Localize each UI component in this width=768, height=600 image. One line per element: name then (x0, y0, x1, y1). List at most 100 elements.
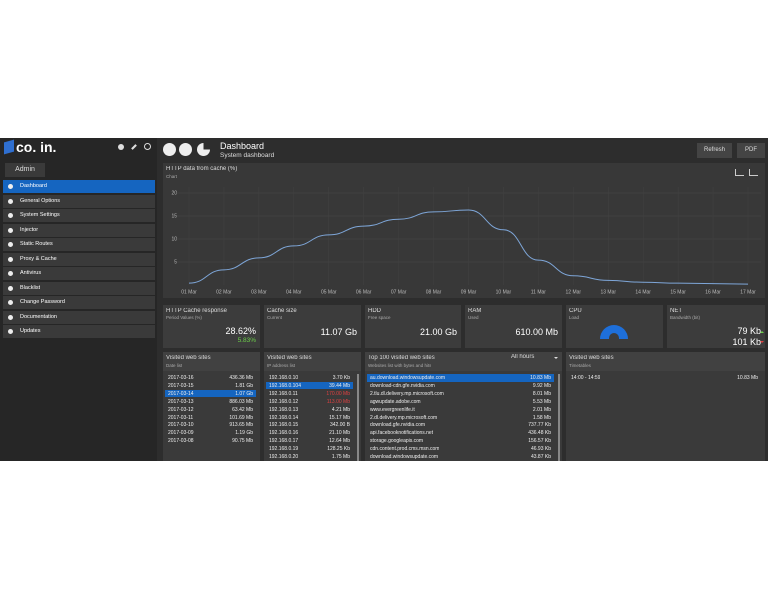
row-value[interactable]: 913.65 Mb (229, 422, 253, 429)
menu-item[interactable] (3, 252, 155, 266)
row-value[interactable]: 4.21 Mb (331, 406, 350, 413)
row-label[interactable]: download.gfe.nvidia.com (370, 422, 426, 429)
menu-label[interactable]: System Settings (20, 212, 60, 218)
row-label[interactable]: 2017-03-09 (168, 430, 194, 437)
row-label[interactable]: 2017-03-11 (168, 414, 194, 421)
tile-title: CPU (569, 308, 582, 314)
row-value[interactable]: 43.87 Kb (530, 454, 551, 460)
row-value[interactable]: 8.01 Mb (532, 390, 551, 397)
row-label[interactable]: 2017-03-08 (168, 438, 194, 445)
row-label[interactable]: api.facebooknotifications.net (370, 430, 434, 437)
row-label[interactable]: 192.168.0.16 (269, 430, 299, 437)
row-value[interactable]: 342.00 B (329, 422, 350, 429)
row-value[interactable]: 128.25 Kb (327, 446, 350, 453)
row-label[interactable]: 2017-03-12 (168, 406, 194, 413)
row-label[interactable]: 192.168.0.13 (269, 406, 299, 413)
row-label[interactable]: cdn.content.prod.cms.msn.com (370, 446, 440, 453)
row-value[interactable]: 10.83 Mb (737, 375, 758, 381)
area-chart-icon[interactable] (749, 169, 758, 176)
row-value[interactable]: 170.00 Mb (326, 390, 350, 397)
row-value[interactable]: 46.93 Kb (530, 446, 551, 453)
row-label[interactable]: 192.168.0.14 (269, 414, 299, 421)
menu-label[interactable]: Updates (20, 328, 41, 334)
line-chart-icon[interactable] (735, 169, 744, 176)
menu-label[interactable]: Documentation (20, 313, 57, 320)
row-label[interactable]: agwupdate.adobe.com (370, 398, 421, 405)
page-subtitle: System dashboard (220, 152, 275, 159)
menu-label[interactable]: Dashboard (20, 183, 47, 189)
menu-label[interactable]: Injector (20, 226, 39, 233)
row-label[interactable]: 2017-03-15 (168, 382, 194, 389)
menu-label[interactable]: Blacklist (20, 284, 41, 291)
row-value[interactable]: 12.64 Mb (329, 438, 350, 445)
menu-item[interactable] (3, 310, 155, 324)
refresh-button[interactable]: Refresh (697, 143, 732, 158)
menu-item[interactable] (3, 223, 155, 237)
row-value[interactable]: 1.58 Mb (532, 414, 551, 421)
menu-label[interactable]: General Options (20, 197, 61, 204)
row-label[interactable]: 192.168.0.20 (269, 454, 299, 460)
row-label[interactable]: 192.168.0.17 (269, 438, 299, 445)
back-button[interactable] (163, 143, 176, 156)
row-value[interactable]: 1.81 Gb (235, 382, 253, 389)
filter-dropdown[interactable]: All hours (511, 354, 535, 360)
row-label[interactable]: 14:00 - 14:59 (571, 375, 601, 381)
row-label[interactable]: 192.168.0.104 (269, 382, 301, 389)
row-value[interactable]: 737.77 Kb (528, 422, 551, 429)
row-label[interactable]: 192.168.0.12 (269, 398, 299, 405)
row-value[interactable]: 113.00 Mb (326, 398, 350, 405)
row-label[interactable]: storage.googleapis.com (370, 438, 424, 445)
row-label[interactable]: www.evergreenlife.it (370, 406, 415, 413)
info-icon[interactable] (118, 144, 124, 150)
row-label[interactable]: 192.168.0.10 (269, 375, 299, 381)
row-label[interactable]: download.windowsupdate.com (370, 454, 439, 460)
row-label[interactable]: 2017-03-10 (168, 422, 194, 429)
row-label[interactable]: 2017-03-14 (168, 390, 194, 397)
row-label[interactable]: 192.168.0.19 (269, 446, 299, 453)
menu-label[interactable]: Antivirus (20, 270, 42, 276)
row-label[interactable]: 192.168.0.15 (269, 422, 299, 429)
row-value[interactable]: 436.36 Mb (229, 375, 253, 381)
pdf-button[interactable]: PDF (737, 143, 765, 158)
row-label[interactable]: 192.168.0.11 (269, 390, 298, 397)
menu-label[interactable]: Proxy & Cache (20, 255, 57, 262)
admin-tab[interactable]: Admin (5, 163, 45, 177)
row-value[interactable]: 1.07 Gb (235, 390, 253, 397)
menu-item[interactable] (3, 281, 155, 295)
menu-item[interactable] (3, 267, 155, 280)
menu-item[interactable] (3, 194, 155, 208)
row-value[interactable]: 1.19 Gb (235, 430, 253, 437)
row-value[interactable]: 90.75 Mb (232, 438, 253, 445)
row-value[interactable]: 2.01 Mb (532, 406, 551, 413)
chart-panel (163, 163, 765, 298)
row-value[interactable]: 63.42 Mb (232, 406, 253, 413)
menu-item[interactable] (3, 209, 155, 222)
row-value[interactable]: 9.92 Mb (532, 382, 551, 389)
row-value[interactable]: 21.10 Mb (329, 430, 350, 437)
menu-icon (8, 300, 13, 305)
menu-item[interactable] (3, 180, 155, 193)
row-value[interactable]: 1.75 Mb (331, 454, 350, 460)
row-value[interactable]: 5.53 Mb (532, 398, 551, 405)
row-value[interactable]: 39.44 Mb (329, 382, 350, 389)
row-value[interactable]: 156.57 Kb (528, 438, 551, 445)
menu-item[interactable] (3, 325, 155, 338)
menu-item[interactable] (3, 296, 155, 309)
menu-item[interactable] (3, 238, 155, 251)
row-label[interactable]: au.download.windowsupdate.com (370, 375, 446, 381)
row-value[interactable]: 15.17 Mb (329, 414, 350, 421)
row-label[interactable]: 2.tlu.dl.delivery.mp.microsoft.com (370, 390, 444, 397)
row-label[interactable]: 2017-03-16 (168, 375, 194, 381)
row-value[interactable]: 3.70 Kb (332, 375, 350, 381)
row-value[interactable]: 10.83 Mb (530, 375, 551, 381)
row-value[interactable]: 886.03 Mb (229, 398, 253, 405)
forward-button[interactable] (179, 143, 192, 156)
power-icon[interactable] (144, 143, 151, 150)
row-label[interactable]: download-cdn.gfe.nvidia.com (370, 382, 435, 389)
menu-label[interactable]: Static Routes (20, 241, 53, 247)
row-value[interactable]: 436.48 Kb (528, 430, 551, 437)
row-value[interactable]: 101.69 Mb (229, 414, 253, 421)
row-label[interactable]: 2017-03-13 (168, 398, 194, 405)
menu-label[interactable]: Change Password (20, 299, 65, 305)
row-label[interactable]: 2.dl.delivery.mp.microsoft.com (370, 414, 438, 421)
